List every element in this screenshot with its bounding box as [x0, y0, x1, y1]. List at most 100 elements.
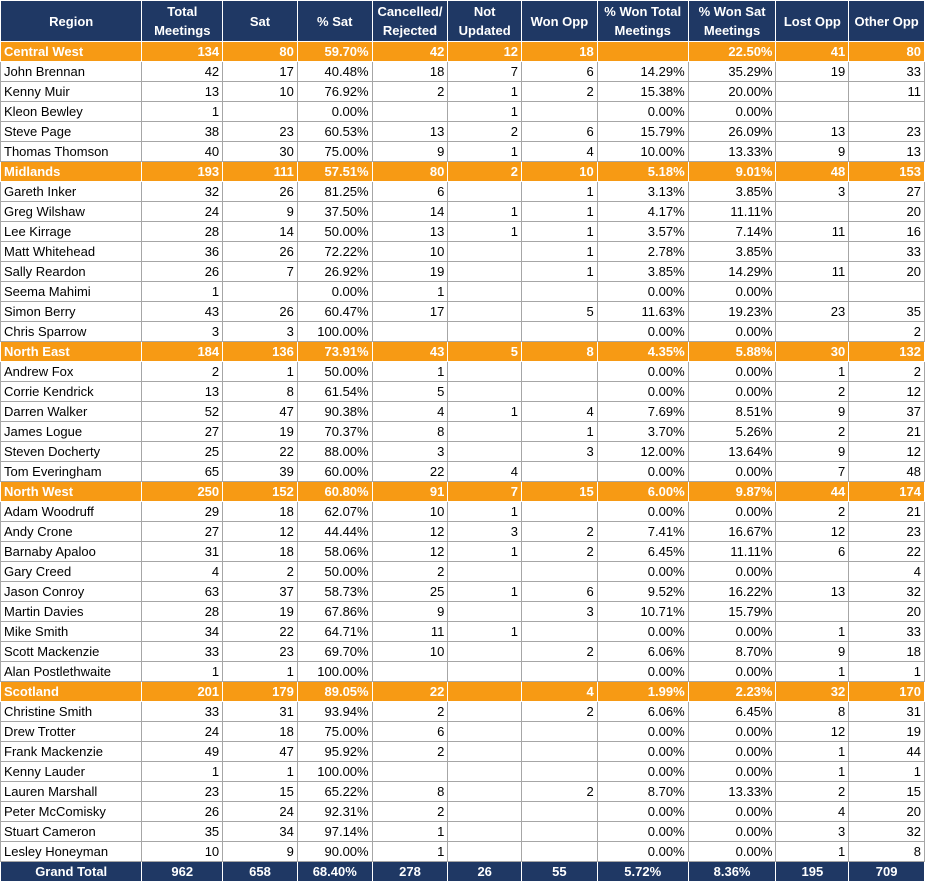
table-cell: 5	[447, 341, 523, 362]
table-cell: 8.70%	[596, 781, 689, 802]
table-cell: 60.00%	[296, 461, 373, 482]
table-cell	[521, 281, 598, 302]
table-cell: 10	[521, 161, 598, 182]
table-cell: 75.00%	[296, 141, 373, 162]
table-cell: 6.06%	[596, 641, 689, 662]
table-cell: 73.91%	[296, 341, 373, 362]
table-cell	[521, 101, 598, 122]
table-cell: 1	[447, 101, 523, 122]
grand-total-label: Grand Total	[0, 861, 143, 882]
region-row: North East 184 136 73.91% 43 5 8 4.35% 5.88% 30 13…	[0, 341, 925, 362]
table-cell: 1	[371, 361, 449, 382]
person-name: Thomas Thomson	[0, 141, 143, 162]
table-cell: 43	[371, 341, 449, 362]
table-cell: 10	[371, 501, 449, 522]
table-cell: 3	[447, 521, 523, 542]
table-cell: 41	[775, 41, 850, 62]
table-cell: 28	[141, 221, 224, 242]
table-cell: 2	[775, 781, 850, 802]
table-cell: 1	[521, 201, 598, 222]
table-cell: 3	[775, 821, 850, 842]
person-name: Kleon Bewley	[0, 101, 143, 122]
table-row: Gary Creed 4 2 50.00% 2 0.00% 0.00% 4	[0, 561, 925, 582]
table-cell: 34	[222, 821, 298, 842]
table-cell	[521, 461, 598, 482]
table-cell: 2	[447, 121, 523, 142]
table-cell: 0.00%	[296, 101, 373, 122]
table-row: Alan Postlethwaite 1 1 100.00% 0.00% 0.00% 1 1	[0, 661, 925, 682]
table-cell: 12	[447, 41, 523, 62]
table-cell: 15	[521, 481, 598, 502]
table-cell: 65.22%	[296, 781, 373, 802]
table-cell: 2	[521, 701, 598, 722]
table-cell	[775, 201, 850, 222]
table-cell	[521, 561, 598, 582]
grand-total-cell: 26	[447, 861, 523, 882]
table-cell: 4	[371, 401, 449, 422]
table-cell: 60.53%	[296, 121, 373, 142]
table-cell	[447, 261, 523, 282]
table-row: Chris Sparrow 3 3 100.00% 0.00% 0.00% 2	[0, 321, 925, 342]
table-cell: 3.13%	[596, 181, 689, 202]
table-cell: 19	[775, 61, 850, 82]
person-name: Seema Mahimi	[0, 281, 143, 302]
table-cell	[521, 841, 598, 862]
table-cell: 179	[222, 681, 298, 702]
table-cell: 19	[371, 261, 449, 282]
table-cell: 1	[222, 761, 298, 782]
table-cell: 0.00%	[596, 721, 689, 742]
person-name: Kenny Muir	[0, 81, 143, 102]
table-row: Greg Wilshaw 24 9 37.50% 14 1 1 4.17% 11.11% 20	[0, 201, 925, 222]
table-cell: 32	[141, 181, 224, 202]
table-cell: 8.51%	[687, 401, 777, 422]
table-cell: 14.29%	[687, 261, 777, 282]
table-cell: 34	[141, 621, 224, 642]
table-cell: 132	[848, 341, 925, 362]
table-cell: 13	[775, 581, 850, 602]
table-cell: 3	[521, 441, 598, 462]
table-cell	[447, 321, 523, 342]
table-cell: 13.33%	[687, 141, 777, 162]
table-cell: 80	[848, 41, 925, 62]
grand-total-row: Grand Total 962 658 68.40% 278 26 55 5.7…	[0, 861, 925, 882]
table-row: Scott Mackenzie 33 23 69.70% 10 2 6.06% 8.70% 9 1…	[0, 641, 925, 662]
table-cell: 92.31%	[296, 801, 373, 822]
table-cell: 170	[848, 681, 925, 702]
table-cell: 60.80%	[296, 481, 373, 502]
table-cell: 1	[521, 221, 598, 242]
table-cell: 1	[371, 841, 449, 862]
table-cell: 38	[141, 121, 224, 142]
table-cell: 88.00%	[296, 441, 373, 462]
person-name: Lee Kirrage	[0, 221, 143, 242]
table-cell: 2	[371, 81, 449, 102]
table-cell: 13.64%	[687, 441, 777, 462]
table-cell: 15.79%	[687, 601, 777, 622]
table-cell	[447, 821, 523, 842]
person-name: Tom Everingham	[0, 461, 143, 482]
table-cell: 2	[141, 361, 224, 382]
table-cell: 3.57%	[596, 221, 689, 242]
table-cell: 4	[141, 561, 224, 582]
table-cell: 2	[775, 381, 850, 402]
table-cell: 35	[141, 821, 224, 842]
table-cell: 26.92%	[296, 261, 373, 282]
table-row: James Logue 27 19 70.37% 8 1 3.70% 5.26% 2 21	[0, 421, 925, 442]
table-cell: 1	[447, 201, 523, 222]
table-row: Stuart Cameron 35 34 97.14% 1 0.00% 0.00% 3 32	[0, 821, 925, 842]
table-cell: 1	[521, 421, 598, 442]
table-cell: 16.67%	[687, 521, 777, 542]
table-cell: 1	[447, 401, 523, 422]
table-cell: 90.00%	[296, 841, 373, 862]
grand-total-cell: 709	[848, 861, 925, 882]
table-cell: 134	[141, 41, 224, 62]
table-cell: 111	[222, 161, 298, 182]
table-cell	[447, 841, 523, 862]
person-name: Stuart Cameron	[0, 821, 143, 842]
table-cell	[447, 601, 523, 622]
table-row: Sally Reardon 26 7 26.92% 19 1 3.85% 14.29% 11 20	[0, 261, 925, 282]
header-pct-won-total: % Won Total Meetings	[596, 0, 689, 42]
person-name: Martin Davies	[0, 601, 143, 622]
table-cell: 89.05%	[296, 681, 373, 702]
table-cell: 30	[222, 141, 298, 162]
table-row: Lesley Honeyman 10 9 90.00% 1 0.00% 0.00% 1 8	[0, 841, 925, 862]
